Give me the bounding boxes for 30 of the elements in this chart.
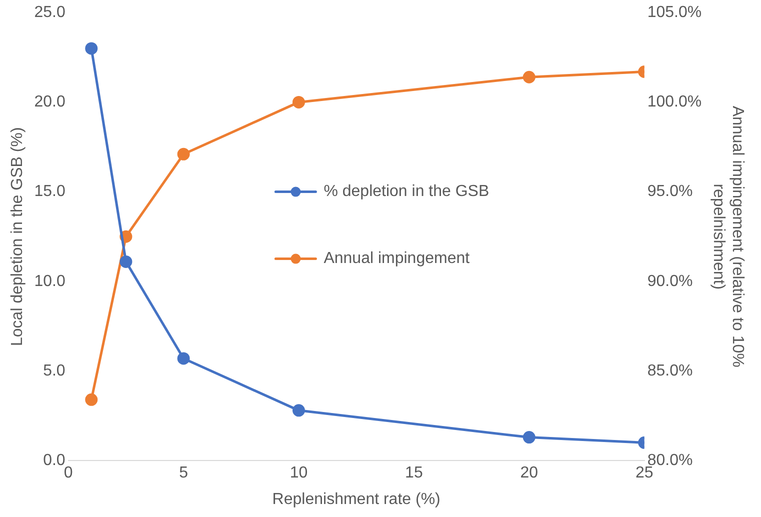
point bbox=[522, 70, 536, 84]
y-tick-label: 25.0 bbox=[34, 4, 66, 22]
y-tick-label: 15.0 bbox=[34, 183, 66, 200]
point bbox=[292, 96, 305, 108]
point bbox=[85, 42, 98, 55]
point bbox=[522, 431, 536, 444]
y2-tick-label: 95.0% bbox=[647, 183, 693, 200]
y-tick-label: 20.0 bbox=[34, 94, 66, 111]
x-tick-label: 15 bbox=[405, 464, 423, 482]
y-tick-label: 0.0 bbox=[43, 452, 66, 470]
x-tick-label: 20 bbox=[520, 464, 538, 482]
x-tick-label: 10 bbox=[290, 464, 308, 482]
point bbox=[120, 255, 132, 268]
y-tick-label: 10.0 bbox=[34, 272, 66, 290]
y2-tick-label: 105.0% bbox=[647, 4, 702, 22]
x-axis-title: Replenishment rate (%) bbox=[272, 490, 440, 508]
y2-tick-label: 100.0% bbox=[647, 94, 702, 111]
point bbox=[177, 148, 190, 160]
point bbox=[177, 352, 190, 365]
y2-axis-title: Annual impingement (relative to 10% repelnishment) bbox=[710, 106, 746, 368]
y2-tick-label: 90.0% bbox=[647, 272, 693, 290]
x-tick-label: 5 bbox=[179, 464, 188, 482]
legend-label: % depletion in the GSB bbox=[324, 183, 490, 200]
x-tick-label: 0 bbox=[64, 464, 73, 482]
legend-label: Annual impingement bbox=[324, 250, 470, 268]
y-tick-label: 5.0 bbox=[43, 362, 66, 380]
point bbox=[85, 393, 98, 406]
y2-tick-label: 85.0% bbox=[647, 362, 693, 380]
point bbox=[292, 404, 305, 417]
y-axis-title: Local depletion in the GSB (%) bbox=[9, 127, 26, 346]
